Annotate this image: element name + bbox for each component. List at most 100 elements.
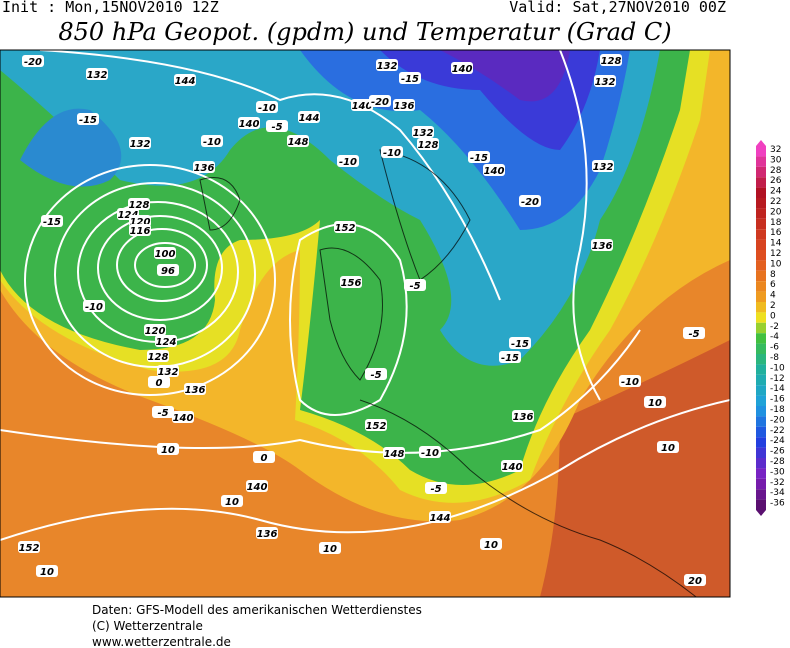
- contour-label: 10: [484, 540, 498, 551]
- contour-label: -10: [421, 448, 439, 459]
- contour-label: 10: [161, 445, 175, 456]
- contour-label-box: [22, 55, 44, 67]
- very-cold-area: [440, 50, 570, 102]
- colorbar-swatch: [756, 385, 766, 396]
- contour-label-box: [253, 451, 275, 463]
- contour-label: -15: [401, 74, 419, 85]
- contour-label: 140: [502, 462, 523, 473]
- contour-label-box: [147, 350, 169, 362]
- contour-label: 140: [239, 119, 260, 130]
- contour-label-box: [266, 120, 288, 132]
- colorbar-swatch: [756, 489, 766, 500]
- colorbar-swatch: [756, 437, 766, 448]
- contour-label: -10: [258, 103, 276, 114]
- contour-label-box: [519, 195, 541, 207]
- contour-label: 128: [148, 352, 169, 363]
- colorbar-swatch: [756, 333, 766, 344]
- contour-label-box: [174, 74, 196, 86]
- contour-label: 0: [261, 453, 268, 464]
- contour-label-box: [499, 351, 521, 363]
- contour-label-box: [152, 406, 174, 418]
- contour-label-box: [83, 300, 105, 312]
- contour-label: -20: [24, 57, 42, 68]
- colorbar-swatch: [756, 395, 766, 406]
- contour-label: 136: [185, 385, 206, 396]
- contour-label: 124: [156, 337, 177, 348]
- colorbar-swatch: [756, 166, 766, 178]
- contour-label: 132: [377, 61, 398, 72]
- contour-label: 140: [484, 166, 505, 177]
- contour-label: 124: [118, 210, 139, 221]
- contour-label-box: [376, 59, 398, 71]
- map-title: 850 hPa Geopot. (gpdm) und Temperatur (G…: [58, 18, 671, 46]
- valid-time: Valid: Sat,27NOV2010 00Z: [509, 0, 726, 16]
- contour-label-box: [594, 75, 616, 87]
- contour-label-box: [157, 264, 179, 276]
- contour-label-box: [193, 161, 215, 173]
- contour-label-box: [221, 495, 243, 507]
- contour-label-box: [256, 527, 278, 539]
- contour-label: 132: [158, 367, 179, 378]
- contour-label-box: [419, 446, 441, 458]
- contour-label: 144: [430, 513, 451, 524]
- contour-label-box: [509, 337, 531, 349]
- colorbar-bottom-arrow: [756, 510, 766, 516]
- colorbar-swatch: [756, 156, 766, 167]
- colorbar-label: -28: [770, 457, 785, 467]
- contour-label: 128: [601, 56, 622, 67]
- geopotential-contours: [0, 50, 730, 541]
- contour-label-box: [369, 95, 391, 107]
- contour-label-box: [393, 99, 415, 111]
- contour-label: -5: [271, 122, 282, 133]
- contour-label-box: [148, 376, 170, 388]
- colorbar-label: 20: [770, 207, 782, 217]
- contour-label: -20: [521, 197, 539, 208]
- init-time: Init : Mon,15NOV2010 12Z: [2, 0, 219, 16]
- coastlines: [199, 149, 697, 597]
- colorbar-swatch: [756, 291, 766, 302]
- contour-label-box: [128, 198, 150, 210]
- contour-label: 136: [592, 241, 613, 252]
- contour-label: 132: [413, 128, 434, 139]
- contour-label-box: [154, 247, 176, 259]
- contour-label: 132: [130, 139, 151, 150]
- contour-label-box: [351, 99, 373, 111]
- contour-label-box: [41, 215, 63, 227]
- colorbar-label: -8: [770, 353, 779, 363]
- colorbar-swatch: [756, 187, 766, 198]
- colorbar-label: -30: [770, 467, 785, 477]
- colorbar-label: 22: [770, 197, 781, 207]
- contour-label-box: [144, 324, 166, 336]
- contour-label: -10: [339, 157, 357, 168]
- colorbar-label: -12: [770, 374, 785, 384]
- contour-label: 136: [257, 529, 278, 540]
- contour-label-box: [184, 383, 206, 395]
- colorbar-label: -16: [770, 395, 785, 405]
- colorbar-label: 2: [770, 301, 776, 311]
- contour-label-box: [172, 411, 194, 423]
- contour-label-box: [155, 335, 177, 347]
- footer-line: Daten: GFS-Modell des amerikanischen Wet…: [92, 603, 422, 617]
- colorbar-label: 0: [770, 311, 776, 321]
- contour-label-box: [592, 160, 614, 172]
- contour-label-box: [157, 365, 179, 377]
- contour-label-box: [404, 279, 426, 291]
- contour-label: 140: [173, 413, 194, 424]
- contour-label: -15: [43, 217, 61, 228]
- contour-label: 148: [288, 137, 309, 148]
- colorbar-swatch: [756, 468, 766, 479]
- contour-label-box: [246, 480, 268, 492]
- contour-label: 10: [648, 398, 662, 409]
- map-frame: [0, 49, 731, 598]
- contour-label-box: [340, 276, 362, 288]
- colorbar-label: -22: [770, 426, 785, 436]
- contour-label: -15: [470, 153, 488, 164]
- colorbar-top-arrow: [756, 140, 766, 146]
- colorbar-label: -34: [770, 488, 785, 498]
- contour-label-box: [468, 151, 490, 163]
- contour-label: 136: [394, 101, 415, 112]
- colorbar-swatch: [756, 218, 766, 230]
- contour-label-box: [451, 62, 473, 74]
- contour-label-box: [417, 138, 439, 150]
